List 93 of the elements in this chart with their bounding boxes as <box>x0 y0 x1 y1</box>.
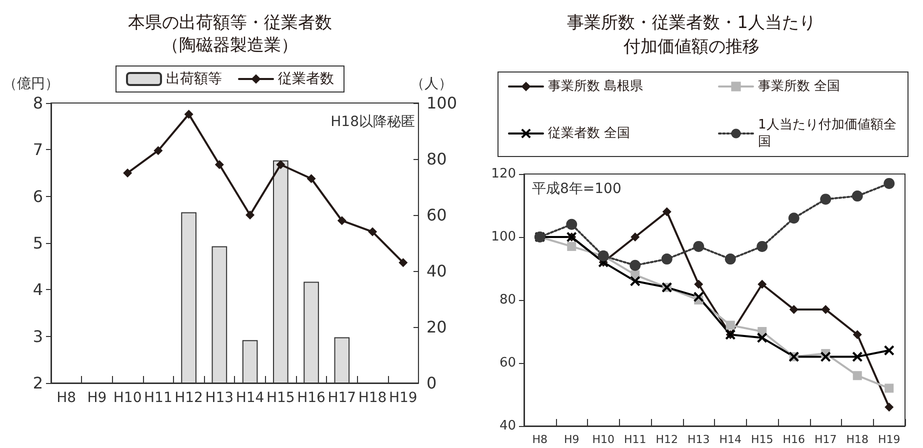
point <box>884 384 894 393</box>
point <box>154 146 163 156</box>
x-tick-label: H15 <box>750 433 774 446</box>
legend-label: 事業所数 全国 <box>758 79 840 94</box>
point <box>852 352 862 362</box>
legend-label: 出荷額等 <box>166 71 222 87</box>
point <box>694 292 704 302</box>
x-tick-label: H13 <box>205 390 234 406</box>
point <box>567 242 576 251</box>
x-tick-label: H8 <box>56 390 76 406</box>
point <box>758 280 767 289</box>
x-tick-label: H14 <box>719 433 742 446</box>
point <box>662 207 672 216</box>
legend-label: 1人当たり付加価値額全国 <box>758 118 896 150</box>
point <box>852 190 863 202</box>
x-tick-label: H14 <box>236 390 264 406</box>
y-tick-label: 5 <box>32 234 43 252</box>
x-tick-label: H10 <box>592 433 615 446</box>
point <box>123 168 132 178</box>
x-tick-label: H19 <box>878 433 900 446</box>
legend-label: 事業所数 島根県 <box>548 79 644 94</box>
y2-tick-label: 20 <box>426 318 447 336</box>
point <box>246 210 255 220</box>
point <box>789 304 798 314</box>
x-tick-label: H8 <box>532 433 548 446</box>
point <box>566 218 578 230</box>
y-tick-label: 40 <box>499 418 516 434</box>
point <box>724 254 736 265</box>
y-axis-title: （億円） <box>3 76 59 92</box>
y-tick-label: 2 <box>32 374 43 392</box>
point <box>852 371 862 380</box>
point <box>820 352 831 362</box>
y2-tick-label: 60 <box>426 206 447 224</box>
point <box>214 160 224 170</box>
point <box>368 227 378 236</box>
x-tick-label: H12 <box>174 390 203 406</box>
x-tick-label: H18 <box>846 433 869 446</box>
point <box>398 258 408 268</box>
y2-tick-label: 80 <box>426 150 447 168</box>
chart-title: 事業所数・従業者数・1人当たり付加価値額の推移 <box>567 13 816 57</box>
y2-tick-label: 0 <box>426 374 437 392</box>
x-tick-label: H19 <box>388 390 418 406</box>
y-tick-label: 100 <box>491 230 516 244</box>
point <box>276 160 286 170</box>
point <box>788 212 800 224</box>
chart-subtitle: （陶磁器製造業） <box>162 36 298 56</box>
legend-label: 従業者数 全国 <box>548 126 630 141</box>
point <box>820 194 832 205</box>
y-tick-label: 120 <box>491 166 516 182</box>
point <box>184 110 194 119</box>
y-tick-label: 8 <box>32 94 43 112</box>
point <box>306 174 316 184</box>
y-tick-label: 80 <box>499 292 516 308</box>
point <box>884 402 894 412</box>
x-tick-label: H9 <box>564 433 580 446</box>
x-tick-label: H12 <box>656 433 678 446</box>
x-tick-label: H15 <box>266 390 295 406</box>
point <box>694 280 704 289</box>
point <box>756 240 768 252</box>
y2-tick-label: 40 <box>426 262 447 280</box>
x-tick-label: H10 <box>113 390 142 406</box>
y2-tick-label: 100 <box>426 94 458 112</box>
x-tick-label: H9 <box>87 390 107 406</box>
point <box>821 304 830 314</box>
x-tick-label: H18 <box>358 390 387 406</box>
annotation: H18以降秘匿 <box>330 114 415 130</box>
annotation: 平成8年=100 <box>532 181 622 197</box>
x-tick-label: H17 <box>814 433 837 446</box>
legend-label: 従業者数 <box>278 71 334 87</box>
point <box>630 260 641 271</box>
x-tick-label: H16 <box>297 390 326 406</box>
point <box>661 254 672 265</box>
y-tick-label: 6 <box>32 186 43 206</box>
point <box>630 276 640 286</box>
x-tick-label: H13 <box>687 433 710 446</box>
y-tick-label: 7 <box>32 140 43 160</box>
y2-axis-title: （人） <box>410 76 452 92</box>
x-tick-label: H11 <box>144 390 172 406</box>
point <box>337 216 346 226</box>
point <box>693 240 704 252</box>
point <box>852 330 862 340</box>
y-tick-label: 60 <box>499 356 516 370</box>
point <box>884 178 895 189</box>
y-tick-label: 4 <box>32 280 43 300</box>
point <box>884 345 894 356</box>
x-tick-label: H11 <box>624 433 646 446</box>
y-tick-label: 3 <box>32 326 43 346</box>
point <box>630 232 640 242</box>
chart-title: 本県の出荷額等・従業者数 <box>128 13 332 33</box>
x-tick-label: H17 <box>328 390 356 406</box>
x-tick-label: H16 <box>782 433 806 446</box>
point <box>726 320 735 330</box>
point <box>757 332 768 343</box>
